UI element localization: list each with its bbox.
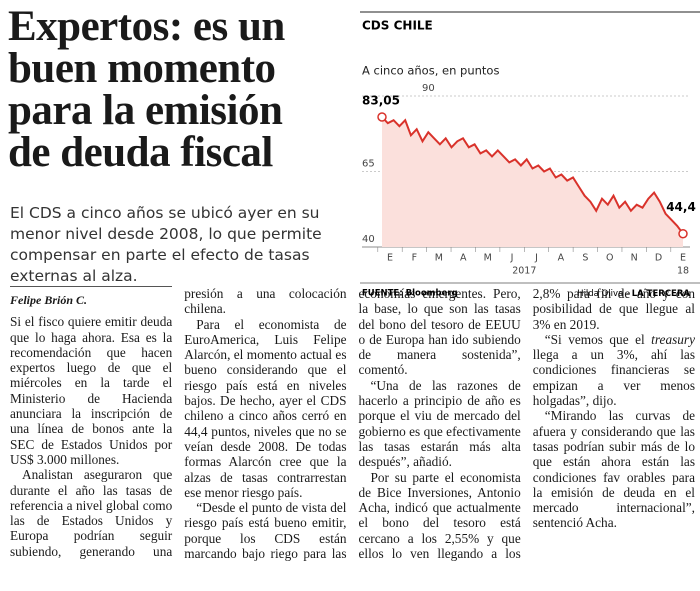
source: FUENTE: Bloomberg bbox=[362, 289, 458, 299]
line bbox=[381, 116, 684, 235]
x-tick-label: M bbox=[484, 253, 492, 264]
paragraph: “Desde el punto de vista del riesgo país… bbox=[184, 286, 521, 561]
text-run: Para el economista de EuroAmerica, Luis … bbox=[184, 316, 347, 500]
x-tick-label: S bbox=[582, 253, 588, 264]
y-tick-label: 90 bbox=[422, 83, 435, 94]
x-tick-label: N bbox=[631, 253, 638, 264]
byline: Felipe Brión C. bbox=[10, 286, 173, 308]
year-label: 2017 bbox=[512, 266, 536, 277]
value-label: 44,4 bbox=[666, 200, 696, 214]
credit: Hilda Oliva - LA TERCERA bbox=[577, 289, 690, 299]
paragraph: Analistan aseguraron que durante el año … bbox=[10, 286, 347, 561]
paragraph: “Una de las razones de hacerlo a princip… bbox=[359, 378, 521, 470]
chart: CDS CHILE A cinco años, en puntos FUENTE… bbox=[360, 11, 700, 299]
end-point bbox=[377, 112, 387, 122]
year-label: 18 bbox=[677, 266, 689, 277]
article-body: Felipe Brión C. Si el fisco quiere emiti… bbox=[10, 286, 695, 586]
headline-line: buen momento bbox=[8, 45, 276, 92]
chart-title: CDS CHILE bbox=[362, 19, 433, 33]
text-run: “Una de las razones de hacerlo a princip… bbox=[358, 377, 521, 470]
x-tick-label: E bbox=[680, 253, 686, 264]
text-run: Analistan aseguraron que durante el año … bbox=[10, 286, 347, 559]
end-point bbox=[678, 228, 688, 239]
credit-author: Hilda Oliva - bbox=[577, 289, 632, 299]
text-run: llega a un 3%, ahí las condiciones finan… bbox=[532, 347, 695, 409]
x-tick-label: F bbox=[412, 253, 417, 264]
paragraph: “Si vemos que el treasury llega a un 3%,… bbox=[533, 332, 695, 408]
x-tick-label: J bbox=[510, 253, 514, 264]
text-run: Por su parte el economista de Bice Inver… bbox=[358, 286, 696, 562]
x-tick-label: A bbox=[460, 253, 467, 264]
paragraph: Si el fisco quiere emitir deuda que lo h… bbox=[10, 314, 172, 467]
x-tick-label: O bbox=[606, 253, 613, 264]
headline-line: para la emisión bbox=[8, 87, 283, 134]
value-label: 83,05 bbox=[362, 93, 400, 107]
paragraph: Para el economista de EuroAmerica, Luis … bbox=[184, 317, 346, 501]
text-run: Si el fisco quiere emitir deuda que lo h… bbox=[10, 314, 173, 467]
text-run: “Si vemos que el bbox=[544, 331, 652, 347]
x-tick-label: J bbox=[534, 253, 538, 264]
headline: Expertos: es un buen momento para la emisi… bbox=[8, 3, 338, 176]
x-tick-label: A bbox=[558, 253, 565, 264]
headline-line: Expertos: es un bbox=[8, 3, 285, 50]
y-tick-label: 40 bbox=[362, 234, 375, 245]
text-run: “Desde el punto de vista del riesgo país… bbox=[184, 286, 521, 562]
x-tick-label: E bbox=[387, 253, 393, 264]
paragraph: “Mirando las curvas de afuera y consider… bbox=[533, 408, 695, 530]
chart-subtitle: A cinco años, en puntos bbox=[362, 64, 499, 78]
y-tick-label: 65 bbox=[362, 159, 375, 170]
text-run: treasury bbox=[651, 331, 695, 347]
lede: El CDS a cinco años se ubicó ayer en su … bbox=[10, 204, 322, 285]
area bbox=[382, 117, 683, 247]
headline-line: de deuda fiscal bbox=[8, 129, 273, 176]
paragraph: Por su parte el economista de Bice Inver… bbox=[359, 286, 696, 561]
x-tick-label: M bbox=[435, 253, 443, 264]
text-run: “Mirando las curvas de afuera y consider… bbox=[532, 408, 695, 531]
x-tick-label: D bbox=[655, 253, 662, 264]
credit-paper: LA TERCERA bbox=[632, 289, 691, 299]
